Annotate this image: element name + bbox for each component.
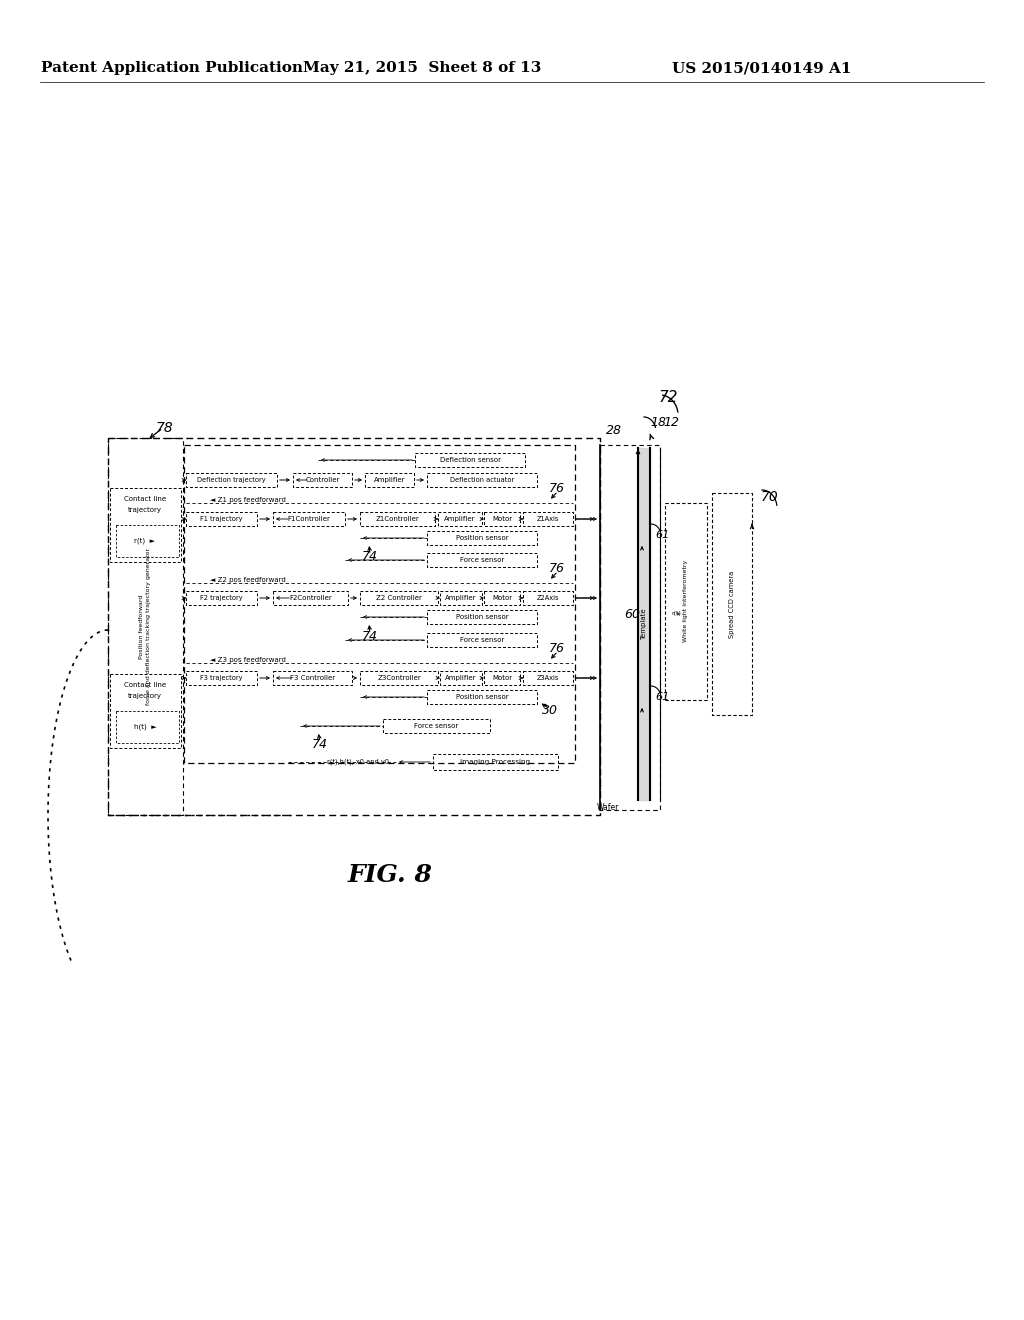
Text: Deflection sensor: Deflection sensor <box>439 457 501 463</box>
Text: r(t): r(t) <box>671 611 681 616</box>
Text: Z3Axis: Z3Axis <box>537 675 559 681</box>
Text: Z3Controller: Z3Controller <box>377 675 421 681</box>
Text: Z2 Controller: Z2 Controller <box>376 595 422 601</box>
Text: Z2Axis: Z2Axis <box>537 595 559 601</box>
Text: F1Controller: F1Controller <box>288 516 331 521</box>
Text: 70: 70 <box>761 490 779 504</box>
Text: ◄ Z1 pos feedforward: ◄ Z1 pos feedforward <box>210 498 286 503</box>
Text: US 2015/0140149 A1: US 2015/0140149 A1 <box>672 61 852 75</box>
Text: Contact line: Contact line <box>124 682 166 688</box>
Text: Spread CCD camera: Spread CCD camera <box>729 570 735 638</box>
Text: Motor: Motor <box>492 595 512 601</box>
Text: Deflection trajectory: Deflection trajectory <box>198 477 266 483</box>
Text: 18: 18 <box>650 416 666 429</box>
Text: Z1Controller: Z1Controller <box>376 516 420 521</box>
Text: h(t)  ►: h(t) ► <box>134 723 157 730</box>
Text: 74: 74 <box>362 630 378 643</box>
Text: Controller: Controller <box>305 477 340 483</box>
Text: 74: 74 <box>362 550 378 564</box>
Text: 61: 61 <box>655 531 670 540</box>
Text: 12: 12 <box>663 416 679 429</box>
Text: 72: 72 <box>658 391 678 405</box>
Text: Template: Template <box>641 609 647 640</box>
Text: Motor: Motor <box>492 675 512 681</box>
Text: Position sensor: Position sensor <box>456 694 508 700</box>
Text: FIG. 8: FIG. 8 <box>347 863 432 887</box>
Text: 61: 61 <box>655 692 670 702</box>
Text: 76: 76 <box>549 562 565 576</box>
Text: F1 trajectory: F1 trajectory <box>201 516 243 521</box>
Text: trajectory: trajectory <box>128 693 162 700</box>
Text: Motor: Motor <box>492 516 512 521</box>
Text: r(t)  ►: r(t) ► <box>134 537 156 544</box>
Text: Force sensor: Force sensor <box>460 638 504 643</box>
Text: Force sensor: Force sensor <box>460 557 504 564</box>
Text: 30: 30 <box>542 705 558 718</box>
Text: F3 trajectory: F3 trajectory <box>201 675 243 681</box>
Text: Amplifier: Amplifier <box>374 477 406 483</box>
Text: May 21, 2015  Sheet 8 of 13: May 21, 2015 Sheet 8 of 13 <box>303 61 542 75</box>
Text: Imaging Processing: Imaging Processing <box>461 759 530 766</box>
Text: 74: 74 <box>312 738 328 751</box>
Text: Amplifier: Amplifier <box>445 595 477 601</box>
Text: Amplifier: Amplifier <box>445 675 477 681</box>
Text: ◄ Z3 pos feedforward: ◄ Z3 pos feedforward <box>210 657 286 663</box>
Text: 28: 28 <box>606 424 622 437</box>
Text: 78: 78 <box>156 421 174 436</box>
Text: Amplifier: Amplifier <box>444 516 476 521</box>
Text: trajectory: trajectory <box>128 507 162 513</box>
Text: 76: 76 <box>549 483 565 495</box>
Text: F3 Controller: F3 Controller <box>290 675 335 681</box>
Text: Force sensor: Force sensor <box>415 723 459 729</box>
Text: Deflection actuator: Deflection actuator <box>450 477 514 483</box>
Text: F2Controller: F2Controller <box>289 595 332 601</box>
Text: Patent Application Publication: Patent Application Publication <box>41 61 303 75</box>
Text: White light interferometry: White light interferometry <box>683 560 688 642</box>
Text: r(t),h(t), x0 and v0: r(t),h(t), x0 and v0 <box>327 759 389 766</box>
Text: Contact line: Contact line <box>124 496 166 502</box>
Text: Wafer: Wafer <box>597 804 620 813</box>
Text: 76: 76 <box>549 643 565 656</box>
Text: Position feedforward
force and deflection tracking trajectory generator: Position feedforward force and deflectio… <box>139 548 151 705</box>
Text: Position sensor: Position sensor <box>456 535 508 541</box>
Text: 60: 60 <box>624 607 640 620</box>
Text: Z1Axis: Z1Axis <box>537 516 559 521</box>
Text: F2 trajectory: F2 trajectory <box>200 595 243 601</box>
Text: Position sensor: Position sensor <box>456 614 508 620</box>
Text: ◄ Z2 pos feedforward: ◄ Z2 pos feedforward <box>210 577 286 583</box>
